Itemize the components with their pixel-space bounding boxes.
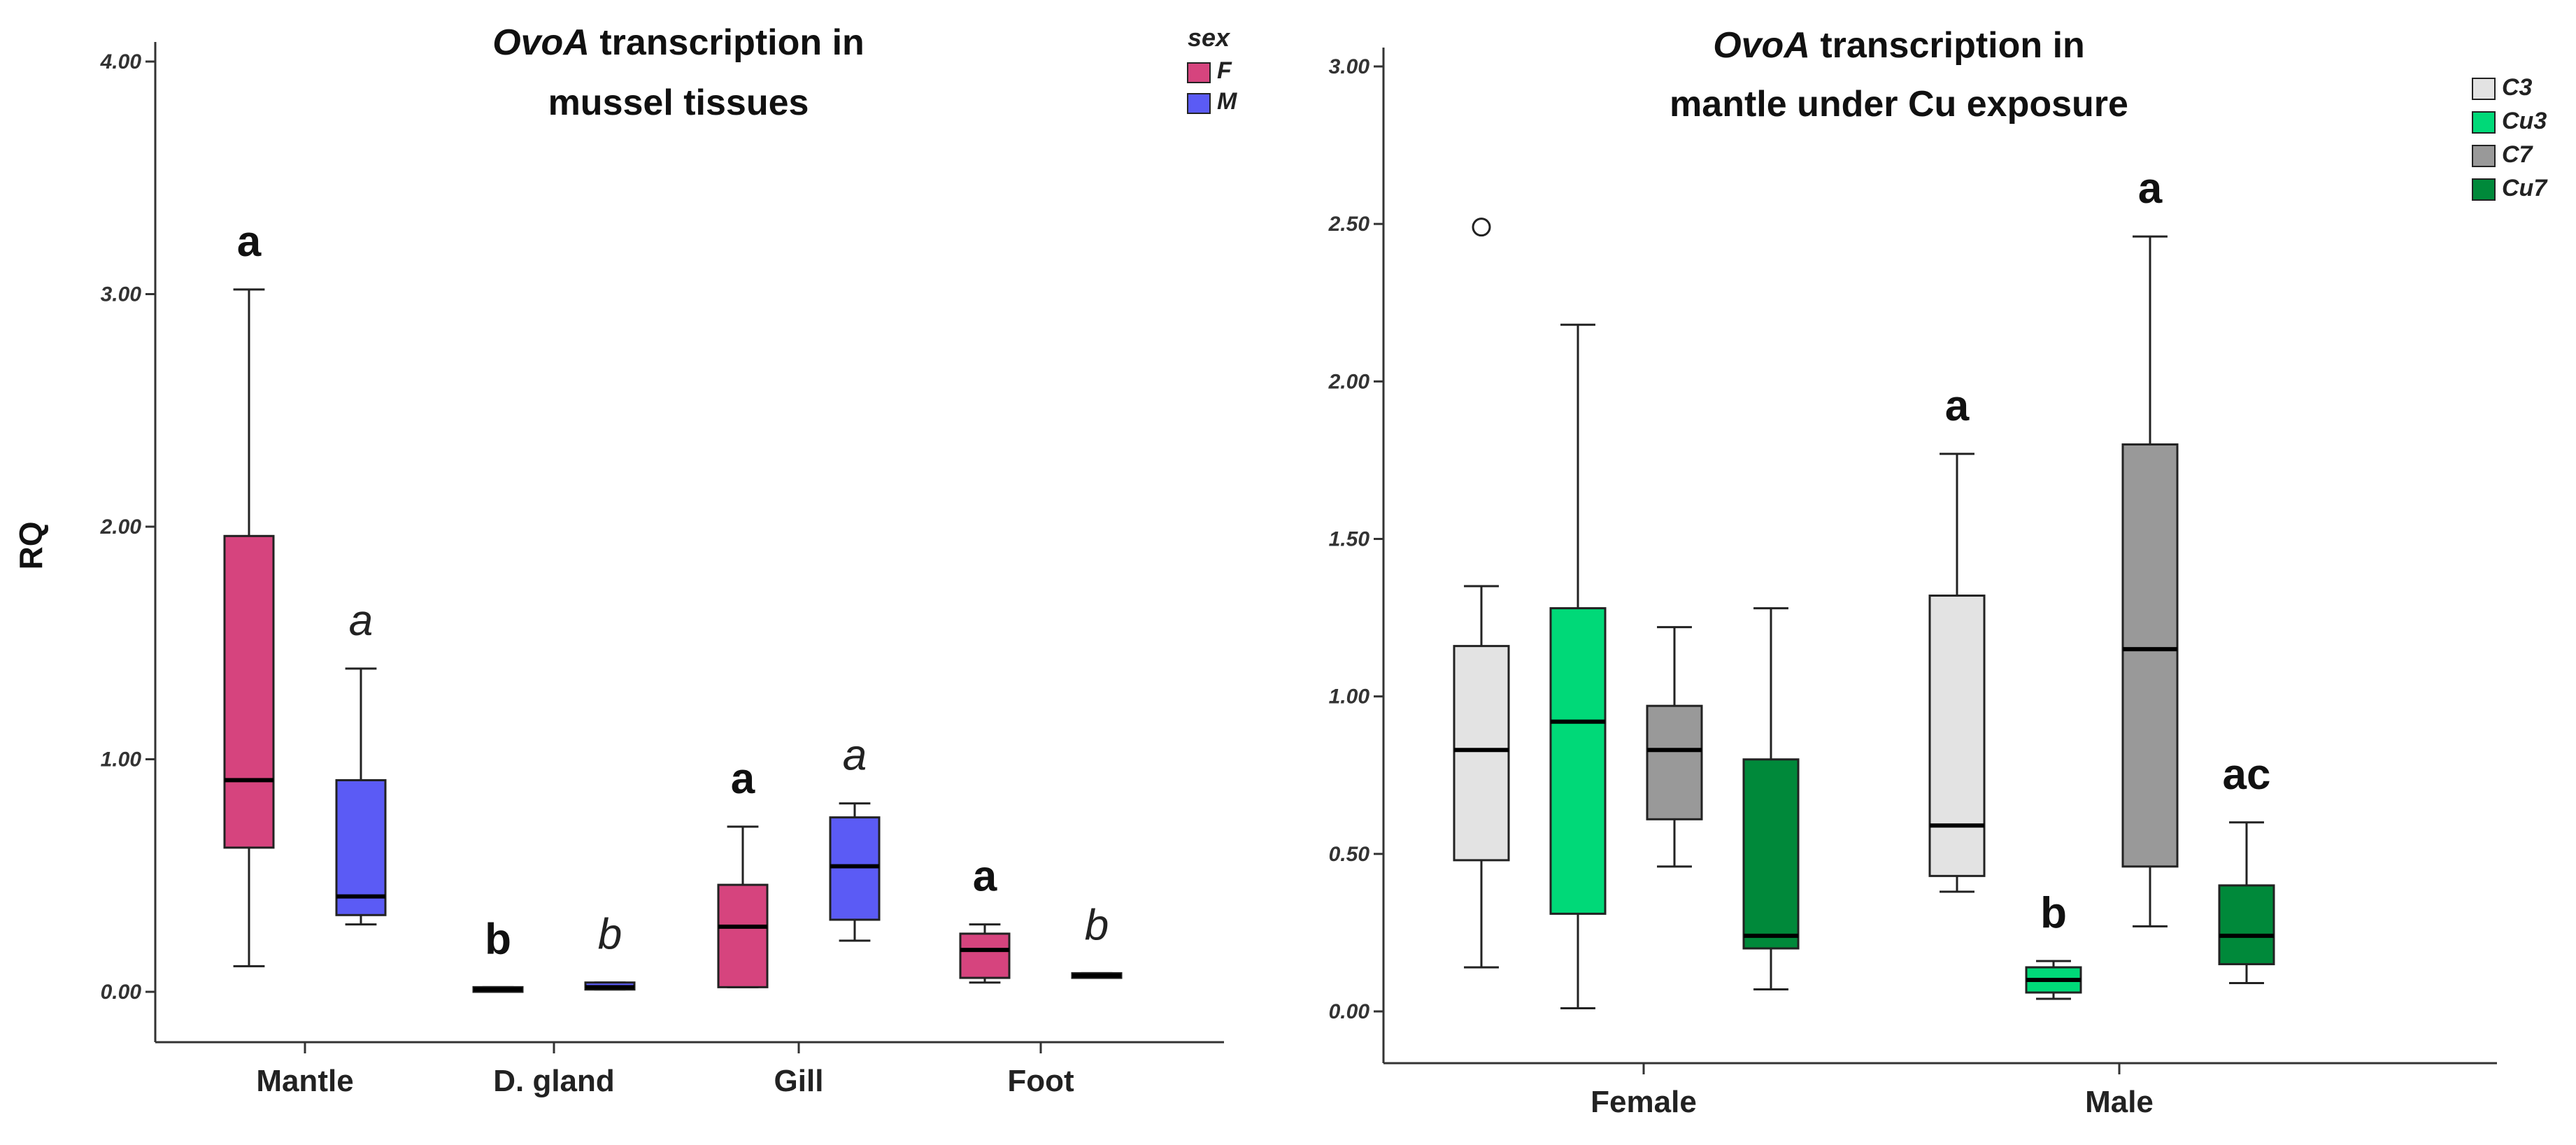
y-tick-label: 1.00 xyxy=(101,748,142,771)
chart-title-line1: OvoA transcription in xyxy=(492,22,864,63)
box-M-Foot xyxy=(1071,972,1123,979)
box-F-D. gland xyxy=(472,986,524,993)
chart-title-line2: mussel tissues xyxy=(548,83,809,123)
box-M-Gill xyxy=(829,802,881,942)
box-M-Mantle xyxy=(335,667,387,926)
significance-label: a xyxy=(237,218,262,266)
box-iqr xyxy=(1549,607,1607,915)
x-category-label: Gill xyxy=(774,1064,824,1098)
legend-swatch-Cu7 xyxy=(2472,178,2496,201)
legend: sex FM xyxy=(1187,23,1237,115)
chart-title-line2: mantle under Cu exposure xyxy=(1670,84,2128,125)
box-Cu3-Male xyxy=(2025,960,2082,1000)
legend-swatch-C3 xyxy=(2472,78,2496,100)
y-tick-label: 3.00 xyxy=(1329,55,1370,78)
significance-label: a xyxy=(2138,164,2163,213)
legend-label-C7: C7 xyxy=(2502,141,2534,168)
significance-label: ac xyxy=(2223,751,2271,799)
legend-label-Cu7: Cu7 xyxy=(2502,175,2548,201)
y-tick-label: 0.50 xyxy=(1329,843,1370,866)
y-axis-label: RQ xyxy=(13,522,49,570)
panel-ovoa-cu-exposure: 0.00 0.50 1.00 1.50 2.00 2.50 3.00 Female Male Ov… xyxy=(1328,25,2549,1119)
box-C3-Female xyxy=(1453,218,1510,969)
box-C3-Male xyxy=(1928,453,1986,893)
x-category-label: D. gland xyxy=(493,1064,615,1098)
legend-swatch-F xyxy=(1187,62,1211,83)
y-tick-label: 0.00 xyxy=(1329,1000,1370,1023)
y-tick-label: 2.00 xyxy=(1328,370,1370,393)
x-category-label: Male xyxy=(2085,1085,2154,1119)
legend-swatch-Cu3 xyxy=(2472,111,2496,134)
box-iqr xyxy=(223,534,275,849)
legend-label-Cu3: Cu3 xyxy=(2502,108,2547,134)
significance-label: a xyxy=(973,853,997,901)
box-iqr xyxy=(1646,704,1703,820)
box-C7-Female xyxy=(1646,626,1703,868)
legend-swatch-M xyxy=(1187,93,1211,114)
box-iqr xyxy=(959,932,1011,979)
box-iqr xyxy=(1453,645,1510,862)
box-F-Gill xyxy=(717,825,769,988)
significance-label: a xyxy=(843,732,867,780)
y-tick-label: 4.00 xyxy=(100,50,142,73)
chart-title-line1: OvoA transcription in xyxy=(1713,25,2085,66)
box-iqr xyxy=(829,816,881,921)
box-iqr xyxy=(1928,595,1986,877)
x-category-label: Mantle xyxy=(256,1064,353,1098)
legend-label-M: M xyxy=(1217,88,1237,115)
legend-swatch-C7 xyxy=(2472,145,2496,167)
box-iqr xyxy=(717,883,769,988)
box-iqr xyxy=(1742,758,1800,950)
significance-label: b xyxy=(598,911,622,959)
significance-label: b xyxy=(1085,901,1109,949)
box-iqr xyxy=(335,778,387,916)
significance-label: a xyxy=(349,597,373,645)
y-tick-label: 2.50 xyxy=(1328,213,1370,236)
y-tick-label: 1.00 xyxy=(1329,685,1370,709)
box-iqr xyxy=(2121,443,2179,868)
x-category-label: Foot xyxy=(1007,1064,1074,1098)
significance-label: a xyxy=(731,755,755,803)
x-category-label: Female xyxy=(1591,1085,1697,1119)
box-Cu7-Male xyxy=(2218,821,2275,984)
y-tick-label: 2.00 xyxy=(100,515,142,539)
box-Cu7-Female xyxy=(1742,607,1800,990)
box-F-Foot xyxy=(959,923,1011,984)
legend-label-F: F xyxy=(1217,57,1232,84)
panel-ovoa-tissues: 0.00 1.00 2.00 3.00 4.00 Mantle D. gland Gill Fo… xyxy=(13,22,1237,1098)
y-tick-label: 0.00 xyxy=(101,981,142,1004)
y-tick-label: 3.00 xyxy=(101,283,142,306)
box-F-Mantle xyxy=(223,288,275,967)
legend-label-C3: C3 xyxy=(2502,74,2533,101)
legend: C3 Cu3 C7 Cu7 xyxy=(2472,74,2548,201)
legend-title: sex xyxy=(1188,23,1231,52)
box-C7-Male xyxy=(2121,235,2179,927)
significance-label: b xyxy=(2040,889,2067,937)
significance-label: a xyxy=(1945,382,1970,430)
outlier-point xyxy=(1472,218,1491,237)
box-Cu3-Female xyxy=(1549,323,1607,1009)
significance-label: b xyxy=(485,915,511,963)
y-tick-label: 1.50 xyxy=(1329,528,1370,551)
box-iqr xyxy=(2218,884,2275,965)
box-M-D. gland xyxy=(584,981,636,991)
